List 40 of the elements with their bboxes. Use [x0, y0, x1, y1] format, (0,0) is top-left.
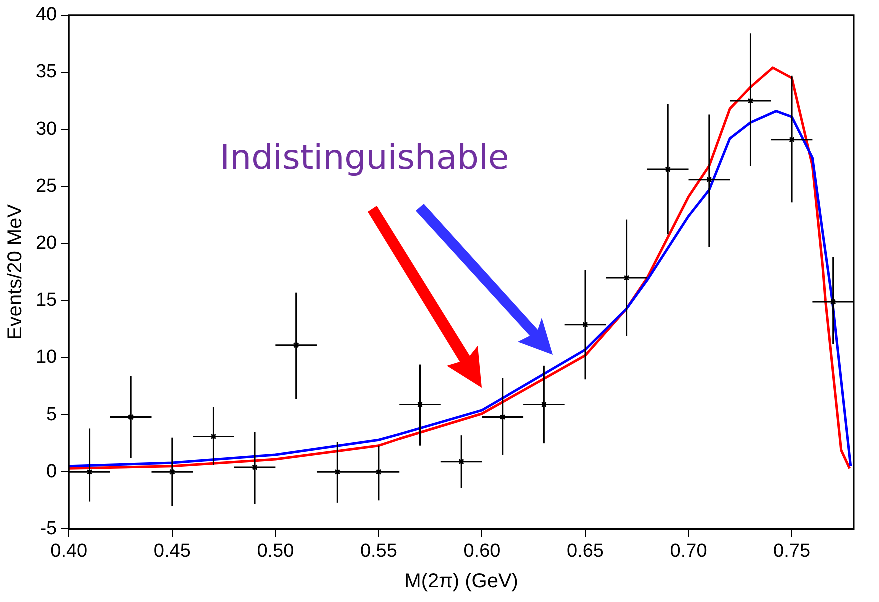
y-tick-label: 0	[46, 461, 58, 482]
point	[293, 342, 300, 348]
point	[541, 402, 548, 408]
point	[334, 469, 341, 475]
y-tick-label: 25	[36, 176, 58, 197]
point	[830, 299, 836, 305]
point	[376, 469, 382, 475]
y-tick-label: 30	[36, 118, 58, 140]
y-tick-label: 5	[46, 404, 58, 426]
y-axis-title: Events/20 MeV	[4, 204, 27, 340]
x-tick-label: 0.65	[567, 540, 604, 562]
point	[170, 469, 176, 475]
y-tick-label: -5	[40, 518, 58, 540]
point	[748, 98, 754, 104]
point	[665, 166, 671, 172]
x-tick-label: 0.75	[774, 540, 811, 562]
point	[128, 414, 134, 420]
x-axis-title: M(2π) (GeV)	[404, 570, 518, 593]
point	[86, 469, 93, 475]
point	[624, 275, 630, 281]
point	[582, 322, 588, 328]
y-tick-label: 10	[36, 347, 58, 368]
y-tick-label: 20	[36, 232, 58, 254]
point	[252, 464, 258, 470]
point	[458, 458, 464, 465]
y-tick-label: 40	[36, 4, 58, 26]
x-tick-label: 0.70	[670, 540, 708, 562]
x-tick-label: 0.40	[50, 540, 88, 562]
annotation: Indistinguishable	[220, 138, 510, 178]
point	[417, 402, 424, 408]
x-tick-label: 0.50	[257, 540, 294, 562]
x-tick-label: 0.45	[154, 540, 191, 562]
point	[789, 136, 795, 143]
point	[210, 434, 217, 440]
x-tick-label: 0.55	[360, 540, 398, 562]
y-tick-label: 15	[36, 290, 58, 312]
y-tick-label: 35	[36, 62, 58, 83]
point	[706, 176, 712, 183]
point	[500, 414, 506, 420]
x-tick-label: 0.60	[464, 540, 501, 562]
